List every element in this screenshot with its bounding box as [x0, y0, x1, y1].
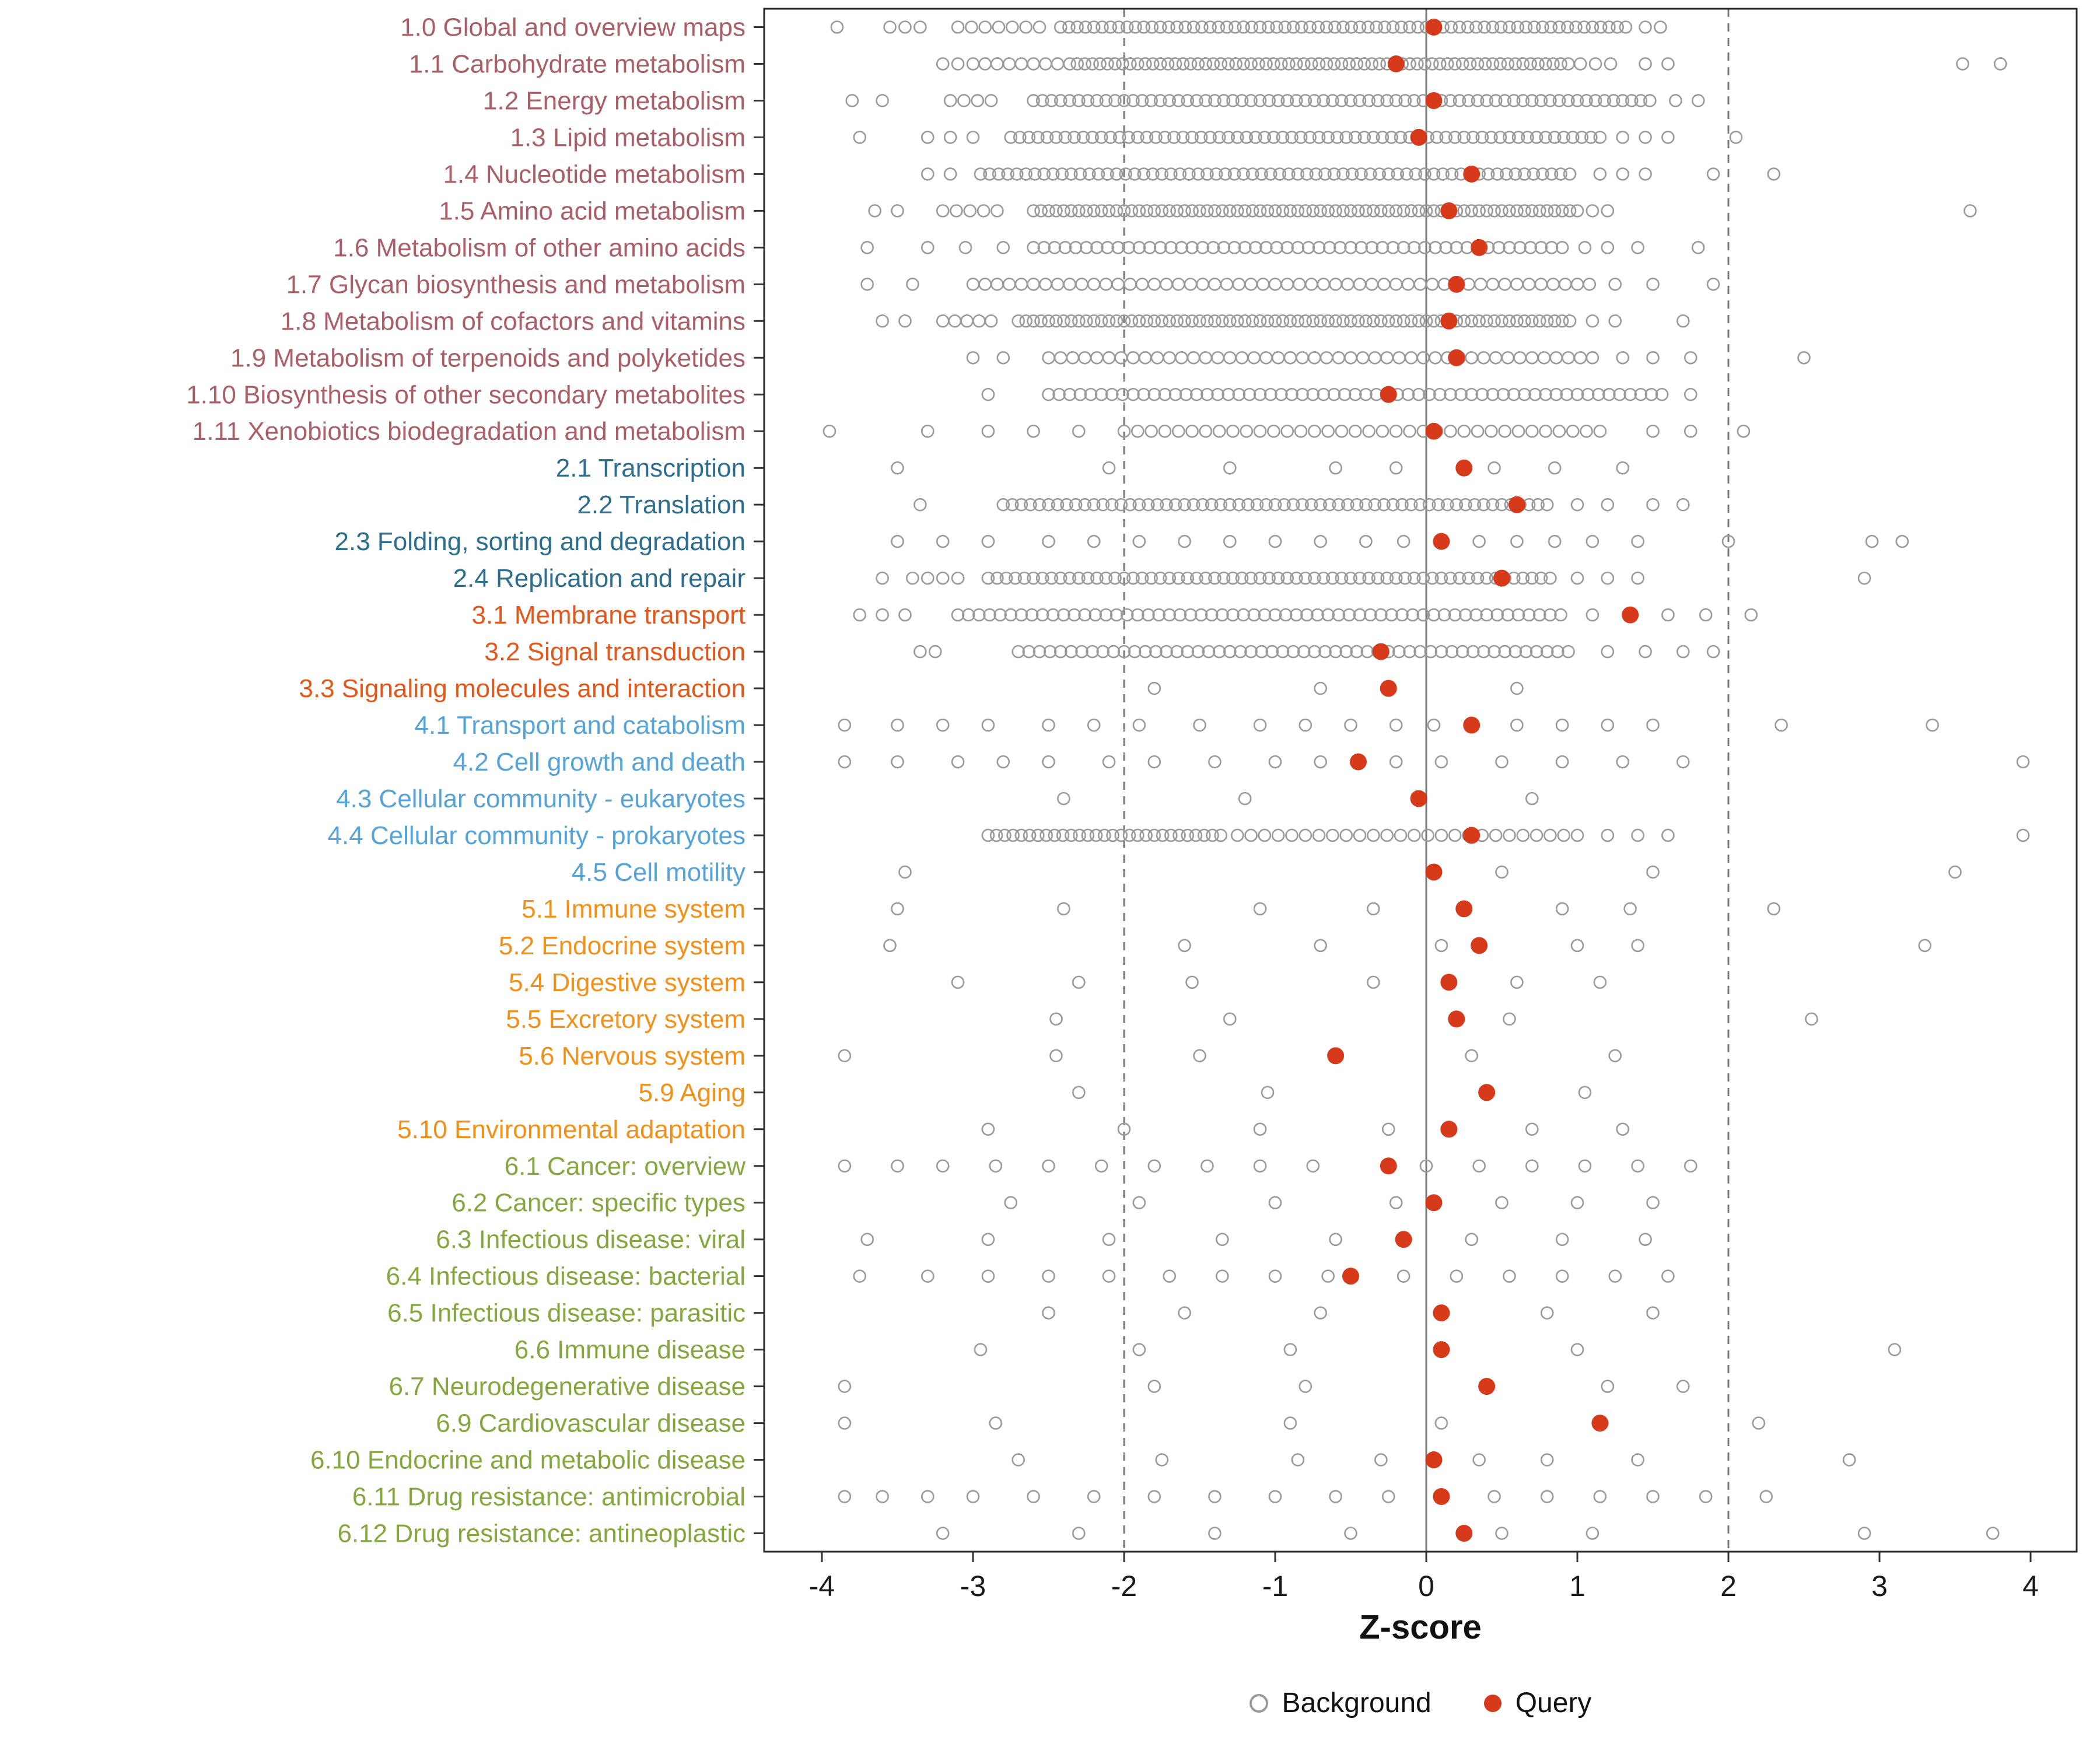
- svg-text:6.4 Infectious disease: bacter: 6.4 Infectious disease: bacterial: [386, 1262, 746, 1291]
- svg-text:4.2 Cell growth and death: 4.2 Cell growth and death: [453, 748, 746, 776]
- svg-text:-3: -3: [960, 1570, 986, 1602]
- svg-text:1.11 Xenobiotics biodegradatio: 1.11 Xenobiotics biodegradation and meta…: [192, 417, 746, 446]
- strip-plot-svg: 1.0 Global and overview maps 1.1 Carbohyd…: [186, 8, 2078, 1602]
- svg-text:-4: -4: [809, 1570, 835, 1602]
- svg-text:4.4 Cellular community - proka: 4.4 Cellular community - prokaryotes: [328, 821, 746, 850]
- svg-text:1.10 Biosynthesis of other sec: 1.10 Biosynthesis of other secondary met…: [186, 380, 746, 409]
- svg-text:6.12 Drug resistance: antineop: 6.12 Drug resistance: antineoplastic: [337, 1520, 746, 1548]
- legend-label-background: Background: [1282, 1688, 1432, 1718]
- svg-text:6.6 Immune disease: 6.6 Immune disease: [514, 1336, 746, 1364]
- svg-text:4: 4: [2022, 1570, 2039, 1602]
- svg-text:1.8 Metabolism of cofactors an: 1.8 Metabolism of cofactors and vitamins: [281, 307, 746, 335]
- legend-item-query: Query: [1483, 1687, 1592, 1719]
- svg-text:5.6 Nervous system: 5.6 Nervous system: [519, 1042, 746, 1070]
- svg-text:6.1 Cancer: overview: 6.1 Cancer: overview: [505, 1152, 746, 1181]
- svg-text:6.7 Neurodegenerative disease: 6.7 Neurodegenerative disease: [388, 1373, 746, 1401]
- background-point-icon: [1249, 1693, 1268, 1713]
- svg-text:1.0 Global and overview maps: 1.0 Global and overview maps: [400, 13, 746, 41]
- svg-text:5.1 Immune system: 5.1 Immune system: [522, 895, 746, 923]
- svg-text:5.5 Excretory system: 5.5 Excretory system: [506, 1005, 746, 1034]
- svg-text:1.6 Metabolism of other amino: 1.6 Metabolism of other amino acids: [333, 233, 746, 262]
- svg-text:4.3 Cellular community - eukar: 4.3 Cellular community - eukaryotes: [336, 785, 746, 813]
- svg-text:2.2 Translation: 2.2 Translation: [577, 491, 746, 519]
- svg-text:1.9 Metabolism of terpenoids a: 1.9 Metabolism of terpenoids and polyket…: [230, 344, 746, 372]
- legend: Background Query: [764, 1687, 2077, 1719]
- svg-text:1.3 Lipid metabolism: 1.3 Lipid metabolism: [510, 123, 746, 152]
- svg-text:-2: -2: [1111, 1570, 1137, 1602]
- x-axis-title: Z-score: [1359, 1608, 1482, 1646]
- query-point-icon: [1483, 1694, 1502, 1712]
- svg-text:6.3 Infectious disease: viral: 6.3 Infectious disease: viral: [436, 1226, 746, 1254]
- svg-text:3.1 Membrane transport: 3.1 Membrane transport: [471, 601, 746, 629]
- svg-text:0: 0: [1418, 1570, 1434, 1602]
- svg-text:5.4 Digestive system: 5.4 Digestive system: [509, 968, 746, 997]
- svg-text:5.2 Endocrine system: 5.2 Endocrine system: [499, 932, 746, 960]
- svg-text:3.2 Signal transduction: 3.2 Signal transduction: [484, 638, 746, 666]
- svg-text:5.10 Environmental adaptation: 5.10 Environmental adaptation: [397, 1115, 746, 1144]
- svg-text:6.11 Drug resistance: antimicr: 6.11 Drug resistance: antimicrobial: [352, 1483, 746, 1511]
- svg-text:5.9 Aging: 5.9 Aging: [639, 1079, 746, 1107]
- svg-text:3.3 Signaling molecules and in: 3.3 Signaling molecules and interaction: [299, 674, 746, 703]
- svg-text:1.7 Glycan biosynthesis and me: 1.7 Glycan biosynthesis and metabolism: [286, 270, 746, 299]
- svg-text:6.10 Endocrine and metabolic d: 6.10 Endocrine and metabolic disease: [310, 1446, 746, 1475]
- legend-label-query: Query: [1515, 1688, 1592, 1718]
- svg-text:6.2 Cancer: specific types: 6.2 Cancer: specific types: [452, 1189, 746, 1217]
- svg-text:1: 1: [1569, 1570, 1586, 1602]
- svg-text:2.4 Replication and repair: 2.4 Replication and repair: [453, 564, 746, 593]
- svg-text:4.5 Cell motility: 4.5 Cell motility: [572, 858, 746, 887]
- svg-text:1.5 Amino acid metabolism: 1.5 Amino acid metabolism: [439, 197, 746, 225]
- svg-text:6.9 Cardiovascular disease: 6.9 Cardiovascular disease: [436, 1409, 746, 1438]
- svg-text:1.2 Energy metabolism: 1.2 Energy metabolism: [483, 86, 746, 115]
- svg-text:1.4 Nucleotide metabolism: 1.4 Nucleotide metabolism: [443, 160, 746, 188]
- svg-text:-1: -1: [1262, 1570, 1288, 1602]
- svg-text:1.1 Carbohydrate metabolism: 1.1 Carbohydrate metabolism: [409, 50, 746, 78]
- svg-text:2.3 Folding, sorting and degra: 2.3 Folding, sorting and degradation: [335, 527, 746, 556]
- legend-item-background: Background: [1249, 1687, 1432, 1719]
- svg-text:3: 3: [1871, 1570, 1888, 1602]
- svg-text:2: 2: [1720, 1570, 1737, 1602]
- svg-text:6.5 Infectious disease: parasi: 6.5 Infectious disease: parasitic: [387, 1299, 746, 1328]
- svg-text:2.1 Transcription: 2.1 Transcription: [556, 454, 746, 482]
- svg-text:4.1 Transport and catabolism: 4.1 Transport and catabolism: [415, 711, 746, 740]
